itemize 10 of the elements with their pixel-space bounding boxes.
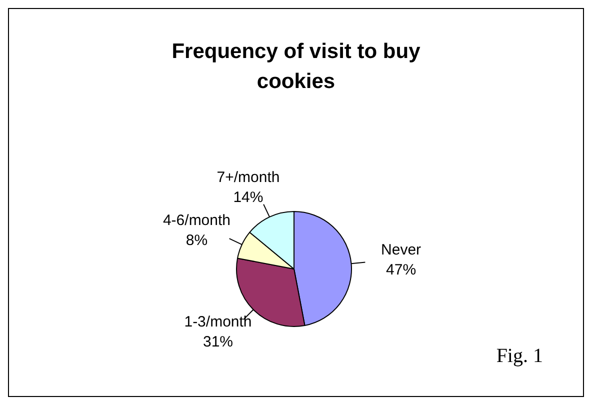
data-label: 31% <box>202 333 233 350</box>
slice-label: 7+/month <box>216 169 280 186</box>
slice-label: 4-6/month <box>162 212 231 230</box>
slice-label: 1-3/month <box>184 313 252 330</box>
data-label: 47% <box>386 262 416 279</box>
data-label: 14% <box>233 189 264 206</box>
caption: Fig. 1 <box>496 345 543 368</box>
slice-label: Never <box>381 242 422 259</box>
data-label: 8% <box>186 232 208 250</box>
chart-title: Frequency of visit to buy cookies <box>170 39 422 95</box>
